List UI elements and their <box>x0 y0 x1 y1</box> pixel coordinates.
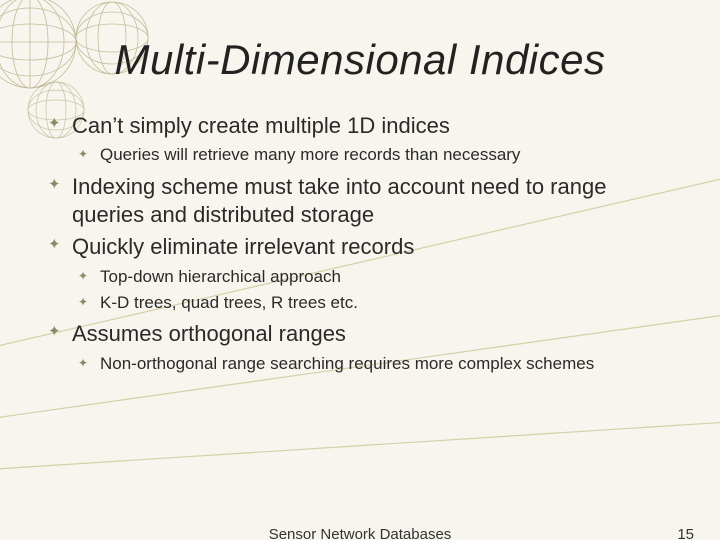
bullet-text: Can’t simply create multiple 1D indices <box>72 113 450 138</box>
sub-bullet-text: Top-down hierarchical approach <box>100 267 341 286</box>
sub-bullet-item: Top-down hierarchical approach <box>76 266 680 289</box>
slide-title: Multi-Dimensional Indices <box>40 36 680 84</box>
bullet-item: Can’t simply create multiple 1D indices … <box>46 112 680 167</box>
sub-bullet-item: Non-orthogonal range searching requires … <box>76 353 680 376</box>
sub-bullet-item: Queries will retrieve many more records … <box>76 144 680 167</box>
slide-body: Can’t simply create multiple 1D indices … <box>40 112 680 376</box>
sub-bullet-text: Queries will retrieve many more records … <box>100 145 520 164</box>
footer-title: Sensor Network Databases <box>269 526 452 540</box>
bullet-text: Assumes orthogonal ranges <box>72 321 346 346</box>
sub-bullet-text: K-D trees, quad trees, R trees etc. <box>100 293 358 312</box>
sub-bullet-item: K-D trees, quad trees, R trees etc. <box>76 292 680 315</box>
bullet-item: Indexing scheme must take into account n… <box>46 173 680 229</box>
slide: Multi-Dimensional Indices Can’t simply c… <box>0 0 720 540</box>
bullet-item: Quickly eliminate irrelevant records Top… <box>46 233 680 314</box>
sub-bullet-text: Non-orthogonal range searching requires … <box>100 354 594 373</box>
bullet-item: Assumes orthogonal ranges Non-orthogonal… <box>46 320 680 375</box>
bullet-text: Indexing scheme must take into account n… <box>72 174 606 227</box>
page-number: 15 <box>677 526 694 540</box>
bullet-text: Quickly eliminate irrelevant records <box>72 234 414 259</box>
